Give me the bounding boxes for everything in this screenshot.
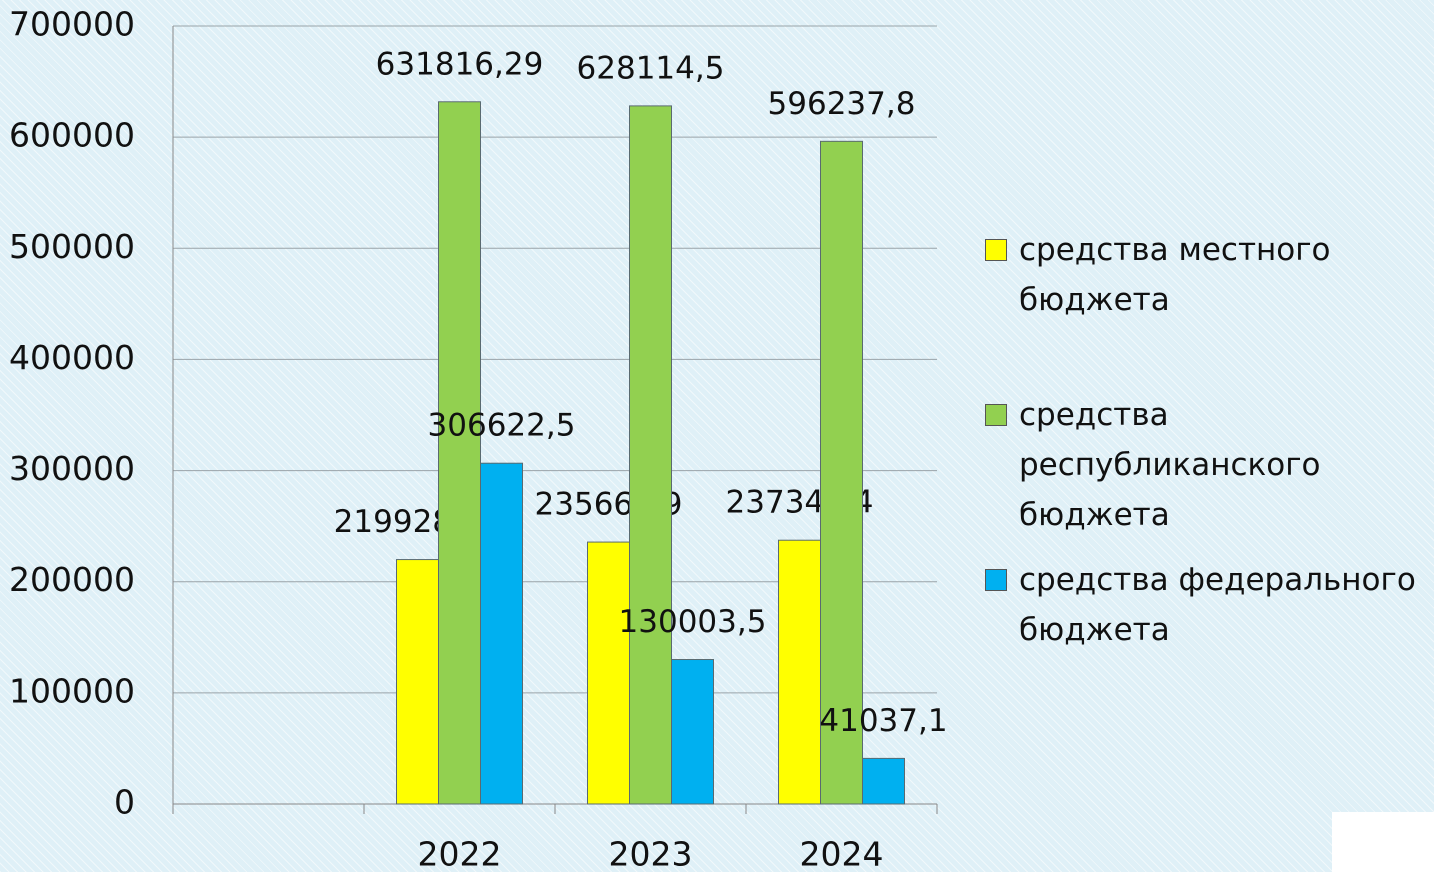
y-tick-label: 200000 <box>9 560 135 599</box>
logo-box <box>1332 812 1434 872</box>
data-label: 628114,5 <box>577 50 725 86</box>
y-tick-label: 700000 <box>9 5 135 44</box>
x-tick-label: 2024 <box>800 835 884 872</box>
y-tick-label: 400000 <box>9 338 135 377</box>
legend-entry: средства местного бюджета <box>985 225 1430 325</box>
bar <box>587 541 630 805</box>
bar <box>438 101 481 805</box>
bar <box>778 539 821 805</box>
bar <box>396 559 439 805</box>
legend-label: средства федерального бюджета <box>1019 562 1416 648</box>
x-tick-label: 2023 <box>609 835 693 872</box>
legend-entry: средства республиканского бюджета <box>985 390 1430 540</box>
legend-swatch <box>985 404 1007 426</box>
bar <box>480 462 523 805</box>
data-label: 41037,1 <box>819 703 947 739</box>
data-label: 130003,5 <box>619 604 767 640</box>
legend-swatch <box>985 569 1007 591</box>
bar <box>671 659 714 805</box>
legend-label: средства местного бюджета <box>1019 232 1331 318</box>
y-tick-label: 300000 <box>9 449 135 488</box>
x-tick-label: 2022 <box>418 835 502 872</box>
data-label: 631816,29 <box>376 46 544 82</box>
y-tick-label: 600000 <box>9 116 135 155</box>
data-label: 596237,8 <box>768 86 916 122</box>
y-tick-label: 500000 <box>9 227 135 266</box>
bar <box>862 757 905 805</box>
legend-swatch <box>985 239 1007 261</box>
y-tick-label: 0 <box>114 783 135 822</box>
data-label: 306622,5 <box>428 408 576 444</box>
y-tick-label: 100000 <box>9 671 135 710</box>
legend-entry: средства федерального бюджета <box>985 555 1430 655</box>
legend-label: средства республиканского бюджета <box>1019 397 1321 533</box>
bar <box>629 105 672 805</box>
bar <box>820 140 863 805</box>
